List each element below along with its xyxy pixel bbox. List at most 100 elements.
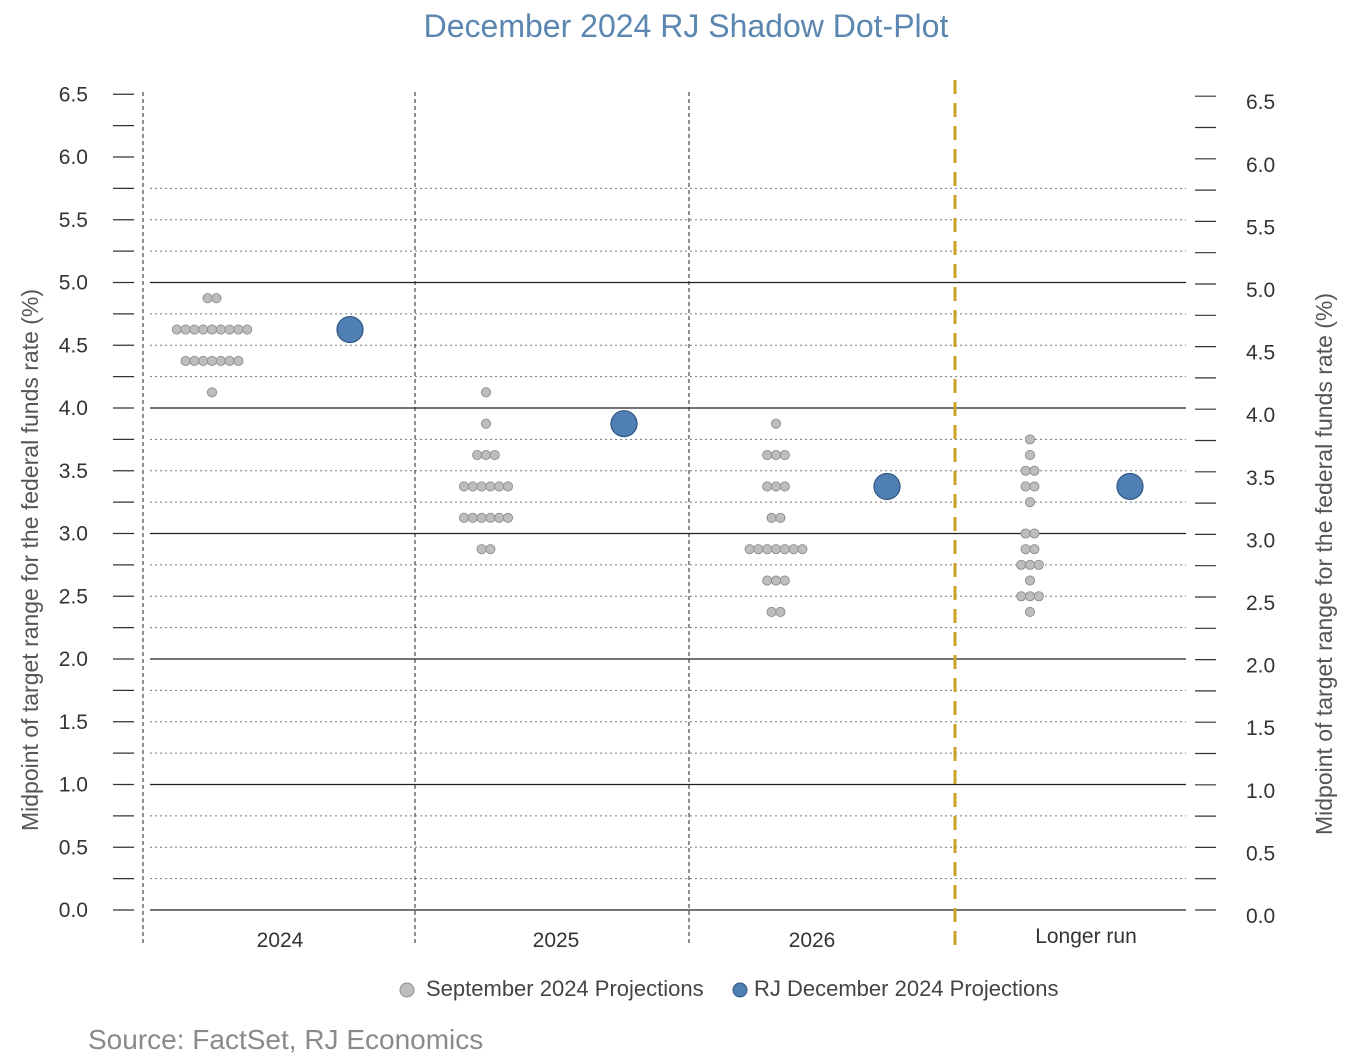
legend-marker-rj-december <box>732 982 748 998</box>
september-projection-dot <box>1024 591 1036 602</box>
september-projection-dot <box>1033 591 1044 602</box>
september-projection-dot <box>198 355 209 366</box>
september-projection-dot <box>779 450 790 461</box>
september-projection-dot <box>202 293 213 304</box>
right-y-axis: 0.0 0.5 1.0 1.5 2.0 2.5 3.0 3.5 4.0 4.5 5.0 5.5 6.0 6… <box>1195 91 1275 928</box>
left-axis-tick-label: 1.5 <box>59 711 88 734</box>
september-projection-dot <box>502 481 514 492</box>
september-projection-dot <box>770 481 782 492</box>
september-projection-dot <box>206 324 218 335</box>
legend: September 2024 Projections RJ December 2… <box>399 976 1058 1001</box>
rj-december-projection-dot <box>873 472 901 501</box>
category-label: 2026 <box>789 929 836 952</box>
september-projection-dot <box>480 450 492 461</box>
september-projection-dot <box>1029 544 1040 555</box>
left-axis-tick-label: 0.5 <box>59 836 88 859</box>
left-axis-tick-label: 2.5 <box>59 585 88 608</box>
september-projection-dot <box>224 324 235 335</box>
september-projection-dot <box>211 293 222 304</box>
september-projection-dot <box>762 481 773 492</box>
rj-december-projection-dot <box>610 410 638 438</box>
legend-marker-september <box>399 982 415 998</box>
left-axis-tick-label: 0.0 <box>59 899 88 922</box>
category-separators <box>142 80 957 950</box>
september-projection-dot <box>1029 528 1040 539</box>
source-note: Source: FactSet, RJ Economics <box>88 1024 484 1055</box>
y-axis-title-right: Midpoint of target range for the federal… <box>1311 293 1337 835</box>
september-projection-dot <box>770 450 782 461</box>
september-projection-dot <box>1033 559 1044 570</box>
september-projection-dot <box>467 512 478 523</box>
right-axis-tick-label: 2.0 <box>1246 655 1275 678</box>
september-projection-dot <box>1016 559 1027 570</box>
september-projection-dot <box>775 606 786 617</box>
right-axis-tick-label: 0.5 <box>1246 842 1275 865</box>
left-axis-tick-label: 3.5 <box>59 460 88 483</box>
left-axis-tick-label: 1.0 <box>59 774 88 797</box>
september-projection-dot <box>180 355 191 366</box>
september-projection-dot <box>215 355 226 366</box>
september-projection-dot <box>494 512 505 523</box>
september-projection-dot <box>770 418 782 429</box>
legend-label-rj-december: RJ December 2024 Projections <box>754 976 1058 1001</box>
september-projection-dot <box>485 544 496 555</box>
september-projection-dot <box>770 575 782 586</box>
right-axis-tick-label: 4.5 <box>1246 342 1275 365</box>
september-projection-dot <box>198 324 209 335</box>
september-projection-dot <box>766 606 777 617</box>
x-axis-category-labels: 2024 2025 2026 Longer run <box>257 925 1137 952</box>
september-projection-dot <box>1024 497 1036 508</box>
september-projection-dot <box>1020 528 1031 539</box>
september-projection-dot <box>1020 465 1031 476</box>
left-axis-tick-label: 4.5 <box>59 334 88 357</box>
y-axis-title-left: Midpoint of target range for the federal… <box>17 289 43 831</box>
september-projection-dot <box>480 387 492 398</box>
september-projection-dot <box>233 324 244 335</box>
left-axis-tick-label: 5.5 <box>59 209 88 232</box>
september-projection-dot <box>476 544 487 555</box>
right-axis-tick-label: 1.5 <box>1246 717 1275 740</box>
september-projection-dot <box>494 481 505 492</box>
september-projection-dot <box>502 512 514 523</box>
september-projection-dot <box>770 544 782 555</box>
rj-december-projection-dot <box>1116 472 1144 501</box>
right-axis-tick-label: 5.0 <box>1246 279 1275 302</box>
september-projection-dot <box>458 512 470 523</box>
september-projection-dot <box>171 324 182 335</box>
left-axis-tick-label: 6.0 <box>59 146 88 169</box>
september-projection-dot <box>189 355 200 366</box>
september-projection-dot <box>206 387 218 398</box>
september-projection-dot <box>779 544 790 555</box>
september-projection-dot <box>762 450 773 461</box>
right-axis-tick-label: 6.5 <box>1246 91 1275 114</box>
september-projection-dot <box>224 355 235 366</box>
right-axis-tick-label: 4.0 <box>1246 404 1275 427</box>
september-projection-dot <box>775 512 786 523</box>
september-projection-dot <box>485 481 496 492</box>
september-projection-dot <box>762 575 773 586</box>
left-axis-tick-label: 3.0 <box>59 523 88 546</box>
september-projection-dot <box>467 481 478 492</box>
right-axis-tick-label: 5.5 <box>1246 216 1275 239</box>
september-projection-dot <box>766 512 777 523</box>
right-axis-tick-label: 6.0 <box>1246 154 1275 177</box>
september-projection-dot <box>1029 465 1040 476</box>
left-axis-tick-label: 6.5 <box>59 83 88 106</box>
september-projection-dot <box>458 481 470 492</box>
september-projection-dot <box>1029 481 1040 492</box>
september-projection-dot <box>476 481 487 492</box>
right-axis-tick-label: 2.5 <box>1246 592 1275 615</box>
gridlines <box>150 187 1186 911</box>
left-y-axis: 0.0 0.5 1.0 1.5 2.0 2.5 3.0 3.5 4.0 4.5 5.0 5.5 6.0 6… <box>59 83 134 922</box>
september-projection-dot <box>788 544 799 555</box>
september-dots <box>171 293 1044 617</box>
september-projection-dot <box>1024 434 1036 445</box>
right-axis-tick-label: 0.0 <box>1246 905 1275 928</box>
right-axis-tick-label: 3.0 <box>1246 529 1275 552</box>
september-projection-dot <box>489 450 500 461</box>
september-projection-dot <box>1024 450 1036 461</box>
september-projection-dot <box>485 512 496 523</box>
september-projection-dot <box>1024 575 1036 586</box>
september-projection-dot <box>215 324 226 335</box>
